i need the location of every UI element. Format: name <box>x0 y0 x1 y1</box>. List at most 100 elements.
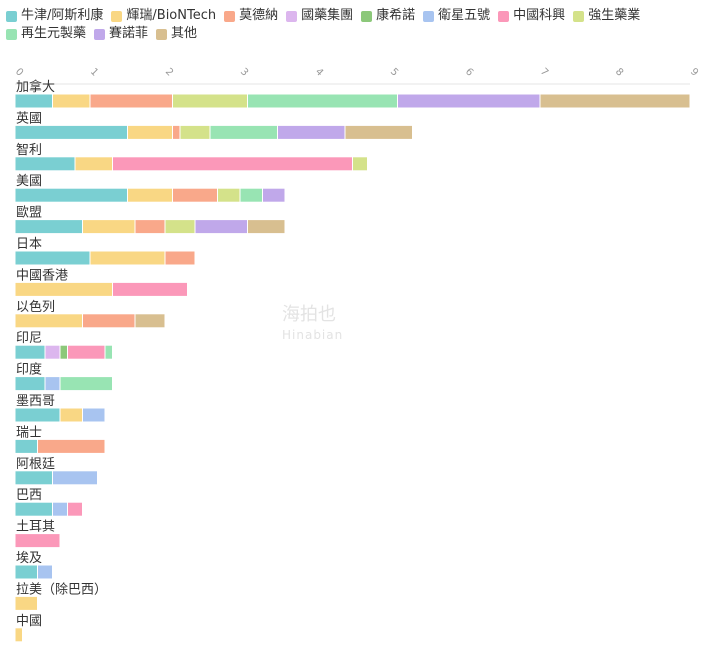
category-label: 土耳其 <box>16 520 55 535</box>
bar-segment <box>239 187 263 203</box>
bar-segment <box>209 124 278 140</box>
category-label: 埃及 <box>16 551 42 566</box>
legend-item[interactable]: 賽諾菲 <box>94 26 148 42</box>
category-label: 以色列 <box>16 299 55 315</box>
category-label: 中國香港 <box>16 268 68 283</box>
x-tick-label: 5 <box>388 66 400 78</box>
x-tick-label: 0 <box>13 66 25 78</box>
legend-item[interactable]: 再生元製藥 <box>6 26 86 42</box>
category-label: 印度 <box>16 362 42 378</box>
bar-segment <box>104 344 113 360</box>
legend-item[interactable]: 莫德納 <box>224 8 278 24</box>
bar-segment <box>37 564 53 580</box>
legend-swatch <box>6 28 17 40</box>
bar-segment <box>539 93 691 109</box>
bar-segment <box>112 156 353 172</box>
legend-item[interactable]: 康希諾 <box>361 8 415 24</box>
bar-segment <box>14 250 91 266</box>
bar-segment <box>352 156 368 172</box>
category-label: 墨西哥 <box>16 394 55 409</box>
bar-segment <box>52 93 91 109</box>
bar-segment <box>14 156 76 172</box>
bar-segment <box>14 93 53 109</box>
bar-segment <box>14 564 38 580</box>
bar-segment <box>89 93 173 109</box>
legend-swatch <box>361 10 373 22</box>
legend-item[interactable]: 輝瑞/BioNTech <box>111 8 216 24</box>
bar-segment <box>172 93 248 109</box>
bar-segment <box>82 407 106 423</box>
category-label: 巴西 <box>16 488 42 503</box>
legend-item[interactable]: 強生藥業 <box>573 8 640 24</box>
bar-segment <box>44 344 61 360</box>
bar-segment <box>262 187 286 203</box>
bar-segment <box>164 219 196 235</box>
bar-segment <box>67 501 83 517</box>
category-label: 阿根廷 <box>16 457 55 472</box>
x-tick-label: 4 <box>313 66 325 78</box>
bar-segment <box>112 281 188 297</box>
bar-segment <box>14 470 53 486</box>
legend-label: 輝瑞/BioNTech <box>126 8 217 23</box>
bar-segment <box>59 407 83 423</box>
legend-swatch <box>224 10 236 22</box>
bar-segment <box>194 219 248 235</box>
legend-item[interactable]: 其他 <box>156 26 197 42</box>
legend-item[interactable]: 牛津/阿斯利康 <box>6 8 103 24</box>
legend-label: 牛津/阿斯利康 <box>21 8 104 23</box>
bar-segment <box>89 250 166 266</box>
legend-label: 中國科興 <box>513 8 566 23</box>
legend-swatch <box>111 10 123 22</box>
category-label: 智利 <box>16 143 42 158</box>
bar-segment <box>247 93 398 109</box>
bar-segment <box>52 470 98 486</box>
bar-segment <box>164 250 196 266</box>
bar-segment <box>172 124 181 140</box>
bar-segment <box>59 344 68 360</box>
bar-segment <box>14 376 46 392</box>
legend-label: 康希諾 <box>376 8 416 23</box>
legend-item[interactable]: 中國科興 <box>498 8 565 24</box>
legend-item[interactable]: 衛星五號 <box>423 8 490 24</box>
bar-segment <box>14 533 61 549</box>
bar-segment <box>14 344 46 360</box>
bar-segment <box>14 187 128 203</box>
legend-label: 國藥集團 <box>301 8 354 23</box>
x-tick-label: 3 <box>238 66 250 78</box>
bar-segment <box>277 124 346 140</box>
bar-segment <box>172 187 218 203</box>
x-tick-label: 7 <box>538 66 550 78</box>
category-label: 瑞士 <box>16 425 42 440</box>
bar-segment <box>134 219 166 235</box>
bar-segment <box>14 281 113 297</box>
x-tick-label: 1 <box>88 66 100 78</box>
bar-segment <box>127 124 173 140</box>
bar-segment <box>134 313 166 329</box>
bar-segment <box>82 219 136 235</box>
legend-swatch <box>6 10 17 22</box>
bar-segment <box>14 313 83 329</box>
bar-segment <box>127 187 173 203</box>
bar-segment <box>74 156 113 172</box>
legend-label: 其他 <box>171 26 198 41</box>
bar-segment <box>179 124 211 140</box>
category-label: 拉美（除巴西） <box>16 582 107 597</box>
bar-segment <box>14 124 128 140</box>
category-label: 美國 <box>16 174 42 189</box>
legend-swatch <box>498 10 510 22</box>
legend-label: 再生元製藥 <box>21 26 87 41</box>
x-tick-label: 6 <box>463 66 475 78</box>
bar-segment <box>67 344 106 360</box>
bar-segment <box>37 438 106 454</box>
category-label: 加拿大 <box>16 79 55 95</box>
bar-segment <box>14 501 53 517</box>
bar-segment <box>82 313 136 329</box>
legend-swatch <box>573 10 585 22</box>
bar-segment <box>52 501 68 517</box>
category-label: 中國 <box>16 614 42 629</box>
legend-swatch <box>156 28 168 40</box>
bar-segment <box>59 376 113 392</box>
legend-item[interactable]: 國藥集團 <box>286 8 353 24</box>
bar-segment <box>14 438 38 454</box>
